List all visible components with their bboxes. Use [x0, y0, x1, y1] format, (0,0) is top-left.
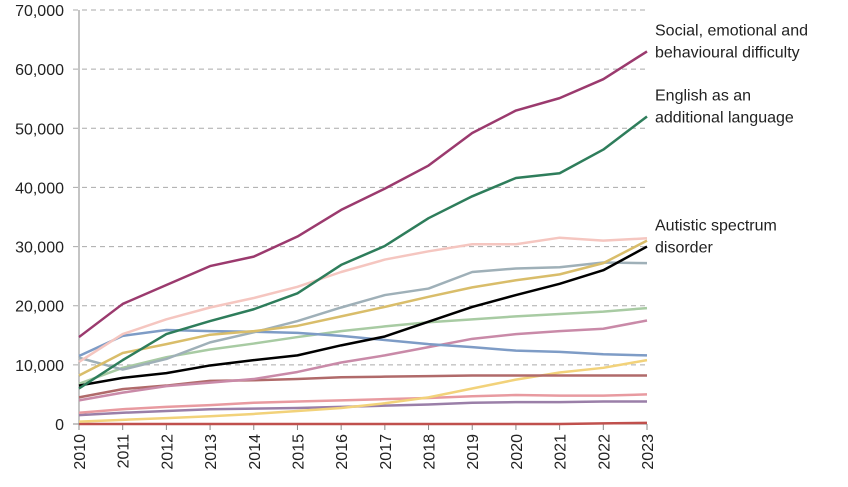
series-line — [78, 245, 648, 387]
series-line — [78, 319, 648, 402]
series-line — [78, 115, 648, 390]
x-tick-label: 2013 — [203, 434, 220, 470]
x-tick-label: 2018 — [422, 434, 439, 470]
x-tick-label: 2021 — [553, 434, 570, 470]
series-label-line: English as an — [655, 87, 756, 104]
series-line — [78, 236, 648, 363]
series-line — [78, 261, 648, 371]
y-tick-label: 10,000 — [15, 358, 64, 375]
x-tick-label: 2012 — [159, 434, 176, 470]
series-line — [79, 421, 648, 426]
x-tick-label: 2020 — [509, 434, 526, 470]
series-label-line: Autistic spectrum — [655, 218, 781, 235]
x-tick-label: 2022 — [596, 434, 613, 470]
series-line — [78, 393, 648, 415]
x-tick-label: 2023 — [640, 434, 657, 470]
series-label-line: behavioural difficulty — [655, 44, 800, 61]
y-tick-label: 70,000 — [15, 3, 64, 20]
y-tick-label: 50,000 — [15, 121, 64, 138]
x-tick-label: 2017 — [378, 434, 395, 470]
series-line — [78, 328, 648, 358]
x-tick-label: 2015 — [290, 434, 307, 470]
y-tick-label: 0 — [55, 417, 64, 434]
x-tick-label: 2019 — [465, 434, 482, 470]
series-label: Autistic spectrum disorder — [655, 218, 781, 257]
y-tick-label: 30,000 — [15, 240, 64, 257]
series-label: Social, emotional and behavioural diffic… — [655, 22, 812, 61]
x-tick-label: 2014 — [247, 434, 264, 470]
series-label-line: disorder — [655, 240, 713, 257]
series-label-line: Social, emotional and — [655, 22, 812, 39]
x-tick-label: 2011 — [116, 434, 133, 469]
x-tick-label: 2010 — [72, 434, 89, 470]
x-tick-label: 2016 — [334, 434, 351, 470]
series-label: English as an additional language — [655, 87, 794, 126]
y-tick-label: 60,000 — [15, 62, 64, 79]
y-tick-label: 20,000 — [15, 299, 64, 316]
series-label-line: additional language — [655, 109, 794, 126]
series-line — [78, 50, 648, 339]
series-line — [78, 239, 648, 377]
series-line — [78, 400, 647, 417]
series-line — [78, 358, 648, 423]
y-tick-label: 40,000 — [15, 180, 64, 197]
